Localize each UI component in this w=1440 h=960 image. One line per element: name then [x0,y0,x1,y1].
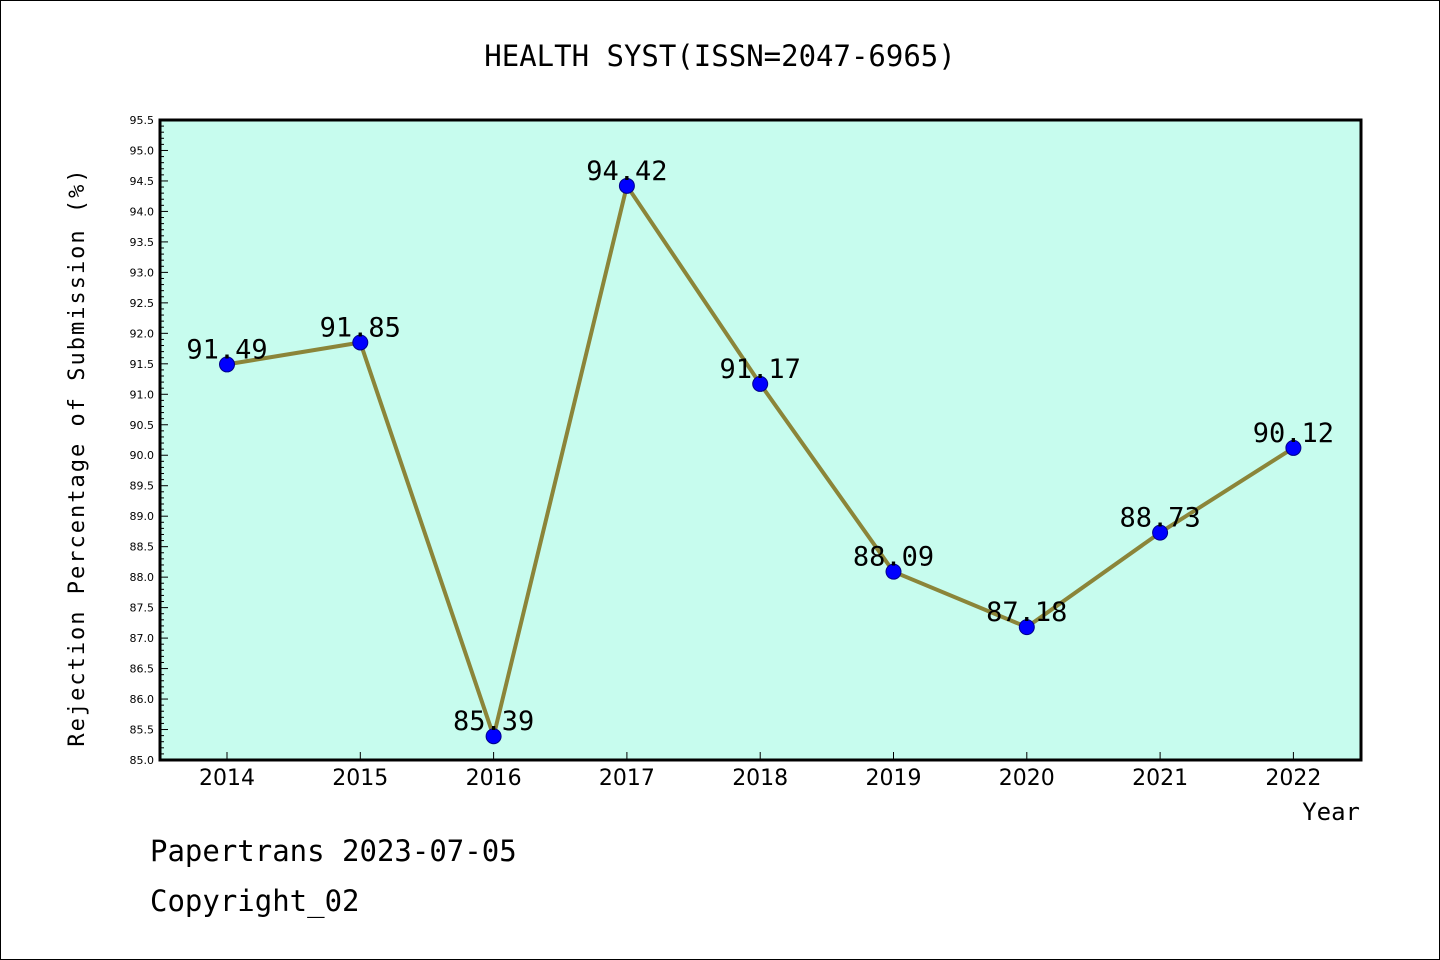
y-tick-label: 85.0 [130,754,155,767]
y-tick-label: 92.0 [130,327,155,340]
data-label: 87.18 [986,597,1067,628]
y-tick-label: 88.0 [130,571,155,584]
data-label: 91.85 [320,312,401,343]
footer-copyright: Copyright_02 [150,884,360,918]
y-tick-label: 89.5 [130,480,155,493]
data-point [885,563,902,580]
data-label: 88.09 [853,542,934,573]
y-tick-label: 95.0 [130,144,155,157]
data-point [219,356,235,373]
x-tick-label: 2019 [866,766,922,791]
data-label: 91.17 [720,354,801,385]
y-axis-label: Rejection Percentage of Submission (%) [65,167,90,746]
x-tick-label: 2016 [466,766,522,791]
y-tick-label: 85.5 [130,724,155,737]
data-point [618,177,635,194]
x-axis-ticks: 2014 2015 2016 2017 2018 2019 2020 2021 2022 [199,752,1321,791]
plot-area [158,118,1363,762]
y-tick-label: 92.5 [130,297,155,310]
data-point [485,728,502,745]
y-tick-label: 93.0 [130,266,155,279]
x-tick-label: 2020 [999,766,1055,791]
data-label: 94.42 [586,156,667,187]
data-label: 88.73 [1119,503,1200,534]
y-tick-label: 91.5 [130,358,155,371]
y-tick-label: 87.0 [130,632,155,645]
x-axis-label: Year [1302,798,1360,826]
y-tick-label: 89.0 [130,510,155,523]
data-point [1285,439,1302,456]
y-tick-label: 90.0 [130,449,155,462]
y-tick-label: 86.5 [130,663,155,676]
x-tick-label: 2022 [1265,766,1321,791]
y-tick-label: 90.5 [130,419,155,432]
data-point [1018,619,1035,636]
y-tick-label: 94.0 [130,205,155,218]
y-tick-label: 88.5 [130,541,155,554]
x-tick-label: 2014 [199,766,255,791]
y-tick-label: 91.0 [130,388,155,401]
y-tick-label: 94.5 [130,175,155,188]
data-point [752,375,769,392]
data-label: 85.39 [453,706,534,737]
series-layer: 91.49 91.85 85.39 94.42 91.17 88.09 87.18 88.73… [186,156,1334,745]
data-label: 91.49 [186,334,267,365]
y-tick-label: 95.5 [130,114,155,127]
y-axis-ticks: 85.0 85.5 86.0 86.5 87.0 87.5 88.0 88.5 89.0 89.5… [130,114,168,767]
data-point [352,334,369,351]
footer-date-stamp: Papertrans 2023-07-05 [150,834,517,868]
y-tick-label: 87.5 [130,602,155,615]
x-tick-label: 2017 [599,766,655,791]
y-tick-label: 86.0 [130,693,155,706]
x-tick-label: 2015 [332,766,388,791]
data-label: 90.12 [1253,418,1334,449]
x-tick-label: 2021 [1132,766,1188,791]
x-tick-label: 2018 [732,766,788,791]
y-tick-label: 93.5 [130,236,155,249]
chart-title: HEALTH SYST(ISSN=2047-6965) [484,39,955,73]
data-point [1152,524,1169,541]
